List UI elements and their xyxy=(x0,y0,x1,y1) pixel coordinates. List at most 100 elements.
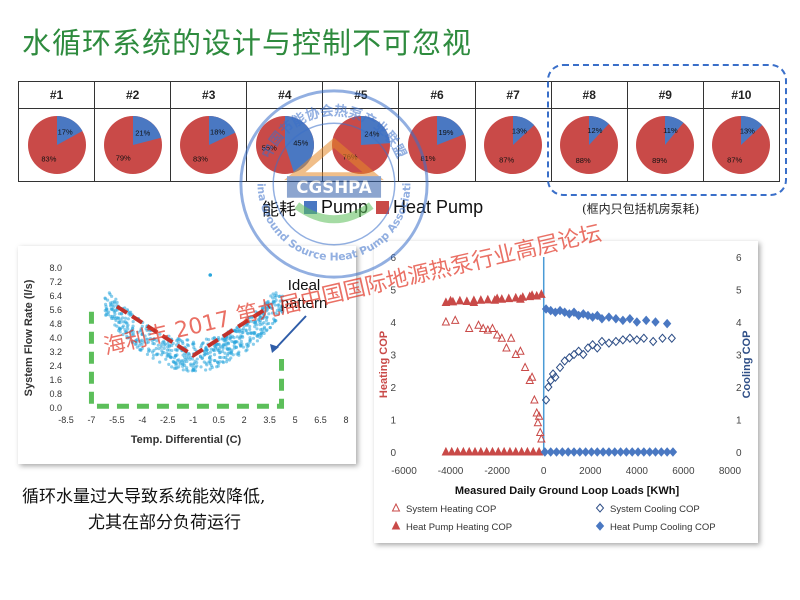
flow-rate-point xyxy=(181,364,185,368)
flow-rate-point xyxy=(108,304,113,308)
data-point xyxy=(476,295,486,304)
cop-chart-panel: 0 1 2 3 4 5 6 0 1 2 3 4 5 6 -6000 -4000 -2000 0 2000 4000 60… xyxy=(374,241,758,543)
flow-rate-point xyxy=(131,320,135,324)
data-point xyxy=(446,295,455,305)
outlier-point xyxy=(208,273,213,277)
flow-rate-point xyxy=(264,309,268,313)
pie-cell-7: 13% 87% xyxy=(474,108,552,182)
flow-rate-point xyxy=(136,330,140,334)
data-point xyxy=(651,447,660,457)
data-point xyxy=(476,446,486,456)
flow-rate-point xyxy=(201,341,205,346)
y-tick-label: 6.4 xyxy=(49,291,62,301)
flow-rate-point xyxy=(221,360,226,365)
pie-chart-1: 17% 83% xyxy=(27,116,86,174)
data-point xyxy=(533,417,543,427)
data-point xyxy=(464,446,474,456)
data-point xyxy=(618,335,628,345)
annotation-arrowhead xyxy=(270,344,279,353)
x-tick-label: -4 xyxy=(138,415,146,425)
pie-cell-9: 11% 89% xyxy=(626,108,704,182)
flow-rate-point xyxy=(181,368,185,372)
flow-rate-point xyxy=(175,366,179,370)
flow-rate-point xyxy=(265,315,269,319)
data-point xyxy=(569,447,579,457)
data-point xyxy=(560,356,569,366)
data-point xyxy=(611,313,621,324)
data-point xyxy=(469,297,479,306)
flow-rate-point xyxy=(199,365,203,369)
data-point xyxy=(583,343,593,353)
flow-rate-point xyxy=(170,365,174,369)
x-tick-label: -4000 xyxy=(438,466,464,477)
heating-cop-tick: 0 xyxy=(390,448,396,459)
flow-rate-point xyxy=(211,348,215,352)
flow-rate-point xyxy=(253,321,257,325)
data-point xyxy=(546,447,555,457)
flow-rate-point xyxy=(258,323,262,327)
x-tick-label: -8.5 xyxy=(58,415,74,425)
heating-cop-tick: 4 xyxy=(390,318,396,329)
cop-chart: 0 1 2 3 4 5 6 0 1 2 3 4 5 6 -6000 -4000 -2000 0 2000 4000 60… xyxy=(378,253,753,533)
flow-rate-point xyxy=(245,323,249,328)
data-point xyxy=(604,312,614,322)
flow-rate-point xyxy=(213,358,217,363)
flow-rate-point xyxy=(107,291,111,295)
flow-rate-point xyxy=(131,332,136,336)
legend-label-heat-pump: Heat Pump xyxy=(393,196,484,217)
heating-cop-tick: 2 xyxy=(390,383,396,394)
data-point xyxy=(474,320,483,329)
flow-rate-point xyxy=(164,357,168,361)
flow-rate-point xyxy=(110,300,114,304)
legend-entry: Heat Pump Cooling COP xyxy=(610,522,716,533)
x-tick-label: 2 xyxy=(242,415,247,425)
flow-rate-point xyxy=(217,362,221,366)
heating-cop-tick: 5 xyxy=(390,286,396,297)
data-point xyxy=(537,433,546,443)
data-point xyxy=(639,447,649,457)
data-point xyxy=(450,315,460,324)
legend-entry: Heat Pump Heating COP xyxy=(406,522,512,533)
data-point xyxy=(493,446,503,456)
cgshpa-seal-logo: 中国节能协会热泵产业联盟 China Ground Source Heat Pu… xyxy=(236,86,429,279)
pie-cell-3: 18% 83% xyxy=(170,108,248,182)
flow-rate-point xyxy=(195,361,199,365)
flow-rate-point xyxy=(178,360,182,364)
flow-rate-point xyxy=(274,291,278,295)
flow-rate-point xyxy=(255,339,259,343)
flow-rate-point xyxy=(156,343,160,347)
flow-rate-point xyxy=(245,331,249,335)
data-point xyxy=(527,290,537,299)
flow-rate-point xyxy=(270,306,274,310)
flow-rate-point xyxy=(185,343,190,347)
heating-cop-tick: 3 xyxy=(390,351,396,362)
flow-rate-chart: 0.0 0.8 1.6 2.4 3.2 4.0 4.8 5.6 6.4 7.2 8.0 -8.5 -7 -… xyxy=(23,263,349,446)
data-point xyxy=(579,349,588,360)
flow-rate-point xyxy=(248,336,252,340)
flow-rate-point xyxy=(273,303,277,307)
flow-rate-point xyxy=(103,296,107,300)
flow-rate-point xyxy=(241,330,245,335)
x-tick-label: -7 xyxy=(87,415,95,425)
flow-rate-point xyxy=(115,315,119,320)
pie-cell-8: 12% 88% xyxy=(550,108,628,182)
flow-rate-point xyxy=(227,346,231,351)
pie-chart-2: 21% 79% xyxy=(103,116,162,174)
flow-rate-point xyxy=(152,348,156,352)
pie-header-2: #2 xyxy=(94,81,172,109)
data-point xyxy=(575,447,584,457)
flow-rate-point xyxy=(262,320,266,325)
flow-rate-point xyxy=(146,349,151,354)
flow-rate-point xyxy=(135,345,139,349)
flow-rate-point xyxy=(171,341,175,346)
flow-rate-point xyxy=(248,327,252,331)
cooling-cop-tick: 1 xyxy=(736,416,742,427)
flow-rate-point xyxy=(129,310,133,314)
flow-rate-point xyxy=(120,325,125,329)
flow-rate-point xyxy=(162,346,166,350)
flow-rate-point xyxy=(117,320,121,324)
x-tick-label: 8000 xyxy=(719,466,742,477)
cooling-cop-tick: 0 xyxy=(736,448,742,459)
x-tick-label: 4000 xyxy=(626,466,649,477)
ideal-pattern-line xyxy=(88,311,285,409)
